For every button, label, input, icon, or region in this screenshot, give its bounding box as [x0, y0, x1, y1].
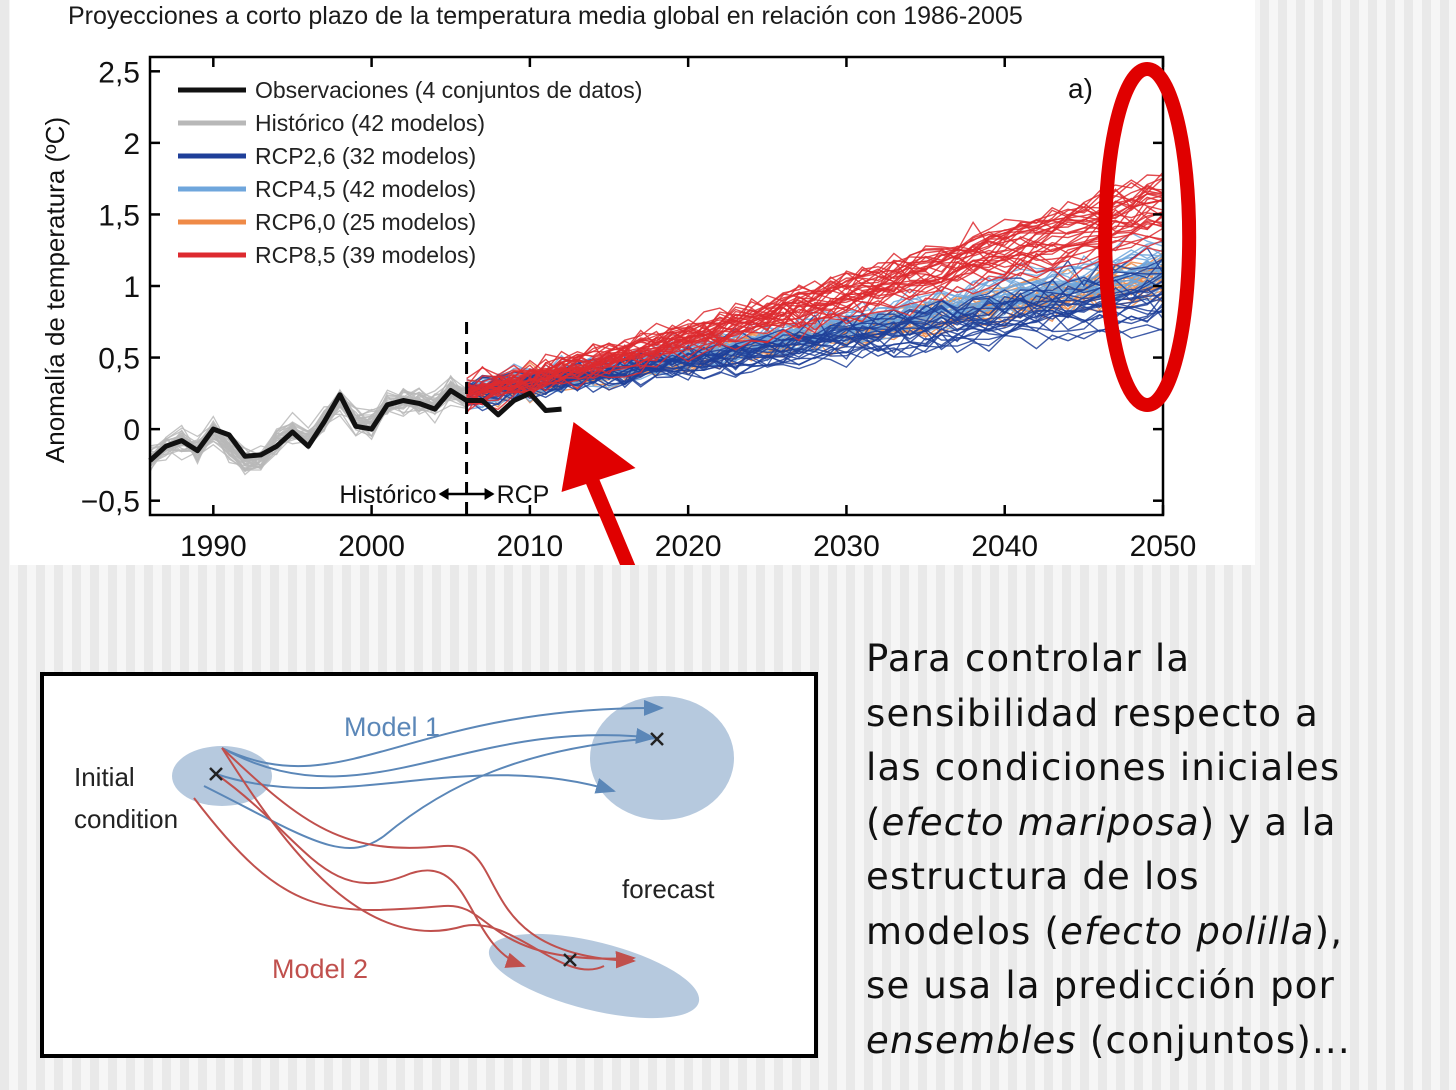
- divider-label-historical: Histórico: [339, 481, 436, 509]
- rcp-model-line: [466, 227, 1164, 394]
- model2-x-mark: [563, 953, 577, 967]
- divider-label-rcp: RCP: [497, 481, 550, 509]
- rcp-model-line: [466, 171, 1164, 393]
- x-tick-label: 2020: [655, 530, 722, 563]
- annotations: a) Histórico RCP: [339, 62, 1197, 565]
- historical-ensemble: [149, 374, 468, 476]
- y-tick-label: 0,5: [98, 343, 140, 376]
- y-tick-label: 1,5: [98, 199, 140, 232]
- panel-label: a): [1068, 73, 1093, 104]
- text-line-7: se usa la predicción por: [866, 964, 1336, 1007]
- butterfly-effect-term: efecto mariposa: [881, 800, 1200, 844]
- rcp-model-line: [466, 198, 1164, 391]
- rcp-model-line: [466, 216, 1164, 398]
- ensemble-diagram: Model 1 Model 2 Initial condition foreca…: [40, 672, 818, 1058]
- legend-label: RCP2,6 (32 modelos): [255, 143, 476, 169]
- historical-model-line: [149, 382, 467, 470]
- text-line-6-head: modelos (: [866, 909, 1061, 953]
- initial-condition-label-1: Initial: [74, 762, 135, 792]
- observations-line: [148, 388, 562, 463]
- text-line-4: (efecto mariposa) y a la: [866, 796, 1446, 851]
- legend-label: Histórico (42 modelos): [255, 110, 485, 136]
- forecast-label: forecast: [622, 874, 715, 904]
- rcp-model-line: [466, 247, 1164, 401]
- y-tick-label: 1: [123, 271, 140, 304]
- y-tick-label: 0: [123, 414, 140, 447]
- x-tick-label: 2010: [497, 530, 564, 563]
- text-line-8-tail: (conjuntos)...: [1076, 1018, 1351, 1062]
- forecast-blob-model2: [488, 933, 700, 1019]
- text-line-3: las condiciones iniciales: [866, 746, 1341, 789]
- x-tick-label: 2000: [338, 530, 405, 563]
- y-tick-label: 2,5: [98, 56, 140, 89]
- text-paren-open: (: [866, 800, 882, 844]
- pointer-arrow-head: [561, 422, 636, 492]
- legend-label: RCP8,5 (39 modelos): [255, 242, 476, 268]
- moth-effect-term: efecto polilla: [1060, 909, 1315, 953]
- explanation-text: Para controlar la sensibilidad respecto …: [866, 632, 1446, 1068]
- text-line-2: sensibilidad respecto a: [866, 691, 1319, 735]
- forecast-blob-model1: [590, 696, 734, 820]
- model2-label: Model 2: [272, 954, 368, 984]
- ensembles-term: ensembles: [866, 1018, 1077, 1062]
- text-line-4-tail: ) y a la: [1199, 800, 1337, 844]
- y-tick-label: 2: [123, 128, 140, 161]
- legend: Observaciones (4 conjuntos de datos) Hist…: [178, 77, 642, 268]
- highlight-ellipse: [1098, 62, 1197, 412]
- rcp-model-line: [466, 214, 1164, 397]
- text-line-1: Para controlar la: [866, 637, 1191, 680]
- text-line-8: ensembles (conjuntos)...: [866, 1014, 1446, 1069]
- model2-trajectories: [193, 747, 636, 971]
- temperature-chart: 1990 2000 2010 2020 2030 2040 2050 −0,5 0 0,5 1 1,5…: [40, 55, 1197, 565]
- text-line-6-tail: ),: [1314, 909, 1344, 953]
- chart-title: Proyecciones a corto plazo de la tempera…: [68, 2, 1023, 30]
- y-axis-label: Anomalía de temperatura (ºC): [40, 117, 70, 463]
- observations-series: [148, 388, 562, 463]
- rcp-model-line: [466, 187, 1164, 388]
- text-line-6: modelos (efecto polilla),: [866, 905, 1446, 960]
- model1-trajectories: [203, 699, 664, 849]
- legend-label: RCP4,5 (42 modelos): [255, 176, 476, 202]
- rcp-model-line: [466, 305, 1164, 396]
- y-tick-label: −0,5: [81, 486, 140, 519]
- legend-label: Observaciones (4 conjuntos de datos): [255, 77, 642, 103]
- rcp-model-line: [466, 305, 1164, 403]
- x-tick-label: 2040: [971, 530, 1038, 563]
- rcp-ensemble: [466, 171, 1164, 414]
- rcp-model-line: [466, 223, 1164, 398]
- rcp-model-line: [466, 235, 1164, 401]
- historical-model-line: [149, 387, 467, 473]
- rcp-model-line: [466, 258, 1164, 407]
- x-tick-label: 2050: [1130, 530, 1197, 563]
- initial-x-mark: [209, 767, 223, 781]
- initial-condition-label-2: condition: [74, 804, 178, 834]
- model1-x-mark: [650, 732, 664, 746]
- model1-label: Model 1: [344, 712, 440, 742]
- rcp-model-line: [466, 231, 1164, 389]
- ensemble-diagram-svg: Model 1 Model 2 Initial condition foreca…: [74, 696, 734, 1019]
- rcp-model-line: [466, 204, 1164, 395]
- x-tick-label: 2030: [813, 530, 880, 563]
- text-line-5: estructura de los: [866, 855, 1200, 898]
- axes: 1990 2000 2010 2020 2030 2040 2050 −0,5 0 0,5 1 1,5…: [40, 55, 1197, 563]
- legend-label: RCP6,0 (25 modelos): [255, 209, 476, 235]
- historical-model-line: [149, 376, 467, 467]
- x-tick-label: 1990: [180, 530, 247, 563]
- chart-panel: Proyecciones a corto plazo de la tempera…: [10, 0, 1255, 565]
- rcp-model-line: [466, 220, 1164, 392]
